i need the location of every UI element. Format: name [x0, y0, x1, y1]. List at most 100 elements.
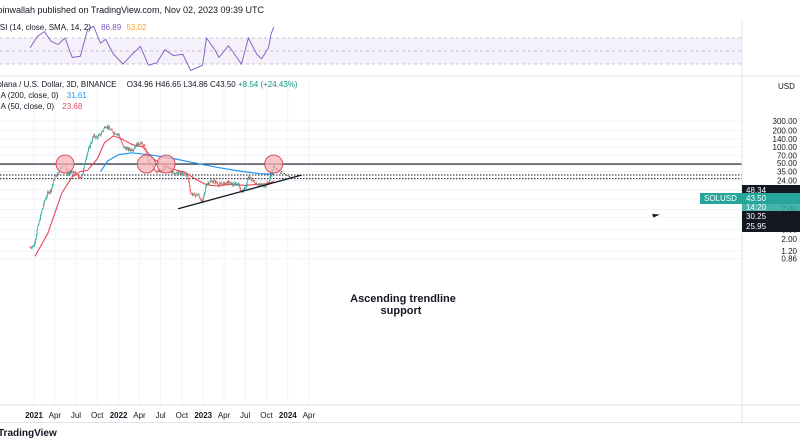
candle-body [197, 194, 199, 196]
candle-body [189, 186, 191, 191]
candle-body [58, 172, 60, 173]
candle-body [80, 178, 82, 179]
y-tick-label: 50.00 [777, 159, 798, 168]
candle-body [215, 181, 217, 183]
candle-body [74, 173, 75, 175]
candle-body [235, 183, 237, 186]
candle-body [106, 127, 107, 128]
candle-body [229, 182, 231, 184]
y-tick-label: 300.00 [773, 117, 798, 126]
candle-body [133, 148, 135, 151]
candle-body [90, 143, 91, 148]
candle-body [40, 212, 42, 215]
rsi-value: 86.89 [101, 23, 122, 32]
candle-body [138, 142, 139, 145]
candle-body [51, 185, 53, 188]
candle-body [114, 132, 116, 135]
candle-body [257, 184, 259, 186]
candle-body [58, 172, 59, 174]
candle-body [87, 151, 89, 154]
candle-body [29, 247, 31, 248]
candle-body [211, 181, 212, 182]
rsi-signal-value: 53.02 [126, 23, 147, 32]
candle-body [123, 146, 125, 149]
candle-body [122, 142, 123, 145]
candle-body [195, 194, 197, 195]
x-tick-label: Apr [303, 411, 316, 420]
candle-body [128, 148, 130, 151]
candle-body [92, 136, 94, 138]
candle-body [41, 209, 43, 213]
footer-bar: TradingView [0, 422, 800, 446]
candle-body [117, 133, 119, 135]
candle-body [181, 172, 183, 175]
symbol-title: Solana / U.S. Dollar, 3D, BINANCE [0, 80, 117, 89]
candle-body [70, 171, 72, 172]
candle-body [69, 173, 71, 174]
candle-body [79, 176, 81, 179]
candle-body [212, 182, 214, 184]
candle-body [94, 134, 96, 137]
candle-body [31, 247, 32, 249]
candle-body [109, 128, 111, 131]
y-tick-label: 70.00 [777, 151, 798, 160]
candle-body [100, 134, 102, 136]
candle-body [46, 196, 48, 198]
ma200-legend: MA (200, close, 0) 31.61 [0, 91, 87, 100]
candle-body [223, 182, 225, 183]
candle-body [228, 181, 230, 184]
x-tick-label: Jul [155, 411, 165, 420]
x-tick-label: Apr [218, 411, 231, 420]
candle-body [40, 214, 41, 221]
candle-body [127, 147, 128, 149]
candle-body [264, 186, 266, 188]
candle-body [70, 171, 71, 174]
y-tick-label: 35.00 [777, 168, 798, 177]
candle-body [213, 180, 215, 181]
candle-body [229, 183, 230, 184]
candle-body [175, 173, 177, 175]
rsi-panel [0, 25, 800, 77]
candle-body [250, 177, 251, 179]
candle-body [177, 171, 178, 173]
candle-body [214, 180, 216, 183]
tradingview-logo[interactable]: TradingView [0, 428, 57, 439]
candle-body [271, 175, 272, 177]
candle-body [76, 174, 78, 175]
candle-body [222, 184, 224, 186]
candle-body [97, 136, 98, 139]
candle-body [38, 220, 40, 225]
candle-body [95, 136, 97, 138]
candle-body [204, 191, 205, 195]
candle-body [132, 150, 134, 151]
ohlc-open: O34.96 [126, 80, 153, 89]
candle-body [159, 170, 161, 173]
candle-body [119, 135, 121, 139]
candle-body [236, 183, 237, 186]
candle-body [231, 182, 233, 186]
candle-body [73, 171, 75, 174]
candle-body [159, 170, 160, 172]
candle-body [113, 132, 114, 134]
candle-body [180, 172, 182, 174]
candle-body [218, 185, 219, 186]
candle-body [104, 126, 106, 128]
candle-body [154, 168, 155, 170]
countdown-box: 14:20 [742, 202, 800, 213]
candle-body [139, 144, 141, 145]
candle-body [76, 173, 78, 175]
candle-body [267, 182, 269, 184]
x-tick-label: Oct [91, 411, 104, 420]
y-tick-label: 24.00 [777, 176, 798, 185]
candle-body [89, 146, 91, 148]
ma200-value: 31.61 [66, 91, 87, 100]
candle-body [176, 171, 178, 174]
level-26-box: 25.95 [742, 221, 800, 232]
x-tick-label: Jul [240, 411, 250, 420]
candle-body [182, 172, 183, 175]
candle-body [37, 225, 39, 230]
candle-body [247, 179, 249, 182]
candle-body [183, 173, 185, 174]
candle-body [108, 126, 109, 129]
